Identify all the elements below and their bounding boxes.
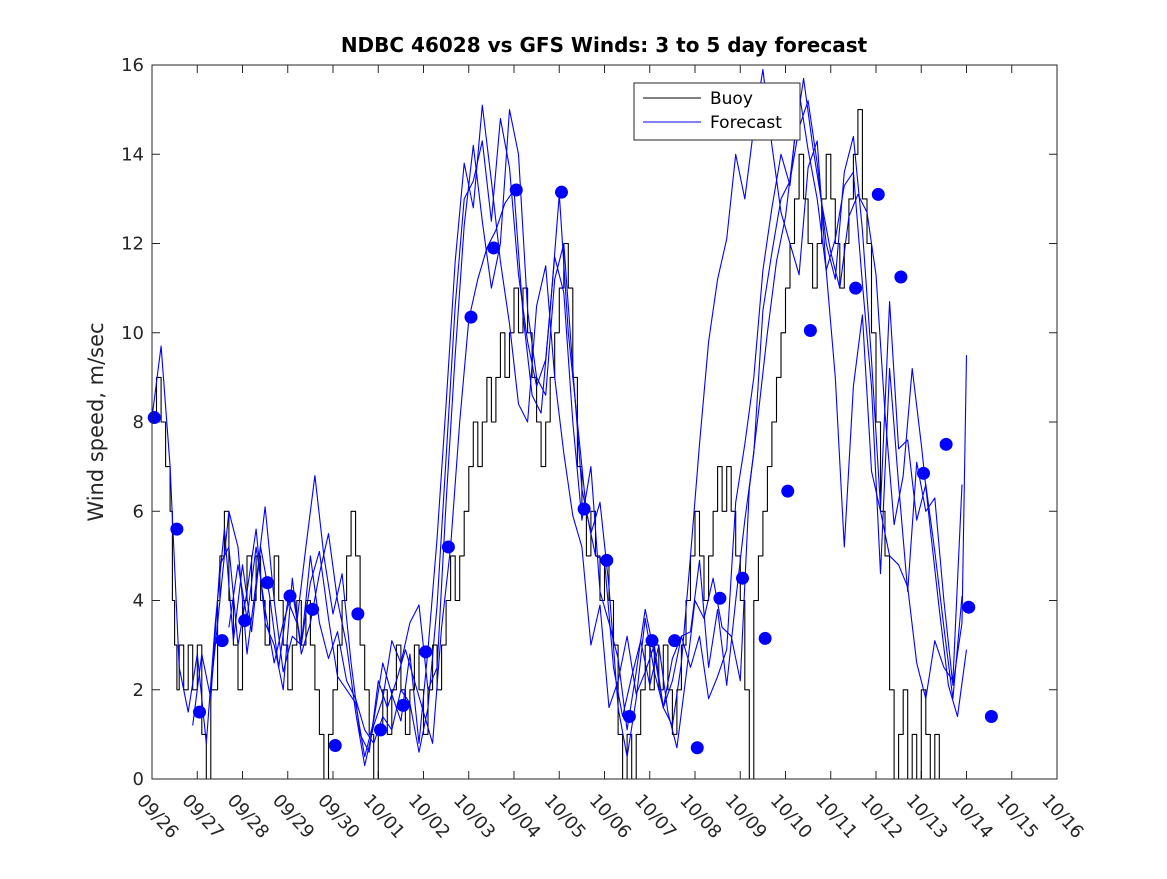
y-tick-label: 0: [133, 769, 144, 790]
forecast-marker-point: [441, 540, 455, 554]
forecast-marker-point: [803, 324, 817, 338]
y-axis-label: Wind speed, m/sec: [84, 322, 108, 521]
forecast-marker-point: [283, 589, 297, 603]
forecast-series-line-4: [228, 68, 963, 758]
forecast-marker-point: [962, 600, 976, 614]
y-tick-label: 12: [121, 234, 144, 255]
forecast-marker-point: [668, 634, 682, 648]
y-tick-label: 16: [121, 55, 144, 76]
forecast-marker-point: [736, 571, 750, 585]
legend-box: [633, 82, 801, 141]
legend: Buoy Forecast: [633, 82, 801, 141]
y-tick-label: 2: [133, 680, 144, 701]
forecast-marker-point: [917, 466, 931, 480]
forecast-marker-point: [419, 645, 433, 659]
forecast-marker-point: [193, 705, 207, 719]
forecast-marker-point: [464, 310, 478, 324]
forecast-marker-point: [170, 522, 184, 536]
forecast-series-line-3: [210, 91, 968, 753]
forecast-marker-point: [374, 723, 388, 737]
forecast-marker-point: [509, 183, 523, 197]
y-tick-label: 10: [121, 323, 144, 344]
forecast-marker-point: [396, 698, 410, 712]
forecast-marker-point: [622, 710, 636, 724]
forecast-marker-point: [215, 634, 229, 648]
y-tick-label: 6: [133, 501, 144, 522]
marker-layer: [147, 183, 998, 755]
forecast-marker-point: [238, 614, 252, 628]
forecast-marker-point: [600, 553, 614, 567]
y-tick-label: 4: [133, 591, 144, 612]
forecast-marker-point: [984, 710, 998, 724]
forecast-marker-point: [871, 187, 885, 201]
y-tick-label: 14: [121, 144, 144, 165]
forecast-marker-point: [147, 411, 161, 425]
forecast-marker-point: [849, 281, 863, 295]
chart-title: NDBC 46028 vs GFS Winds: 3 to 5 day fore…: [341, 33, 868, 57]
forecast-marker-point: [894, 270, 908, 284]
forecast-marker-point: [690, 741, 704, 755]
forecast-marker-point: [351, 607, 365, 621]
forecast-marker-point: [306, 602, 320, 616]
forecast-marker-point: [758, 631, 772, 645]
forecast-marker-point: [487, 241, 501, 255]
forecast-series-line-2: [192, 100, 963, 767]
legend-buoy-label: Buoy: [710, 89, 753, 109]
buoy-series-line: [152, 109, 940, 780]
forecast-marker-point: [645, 634, 659, 648]
forecast-marker-point: [328, 739, 342, 753]
plot-frame: [151, 64, 1058, 780]
y-tick-label: 8: [133, 412, 144, 433]
forecast-marker-point: [939, 437, 953, 451]
forecast-marker-point: [781, 484, 795, 498]
legend-forecast-label: Forecast: [710, 113, 782, 133]
forecast-marker-point: [577, 502, 591, 516]
forecast-marker-point: [260, 576, 274, 590]
forecast-marker-point: [555, 185, 569, 199]
forecast-marker-point: [713, 591, 727, 605]
